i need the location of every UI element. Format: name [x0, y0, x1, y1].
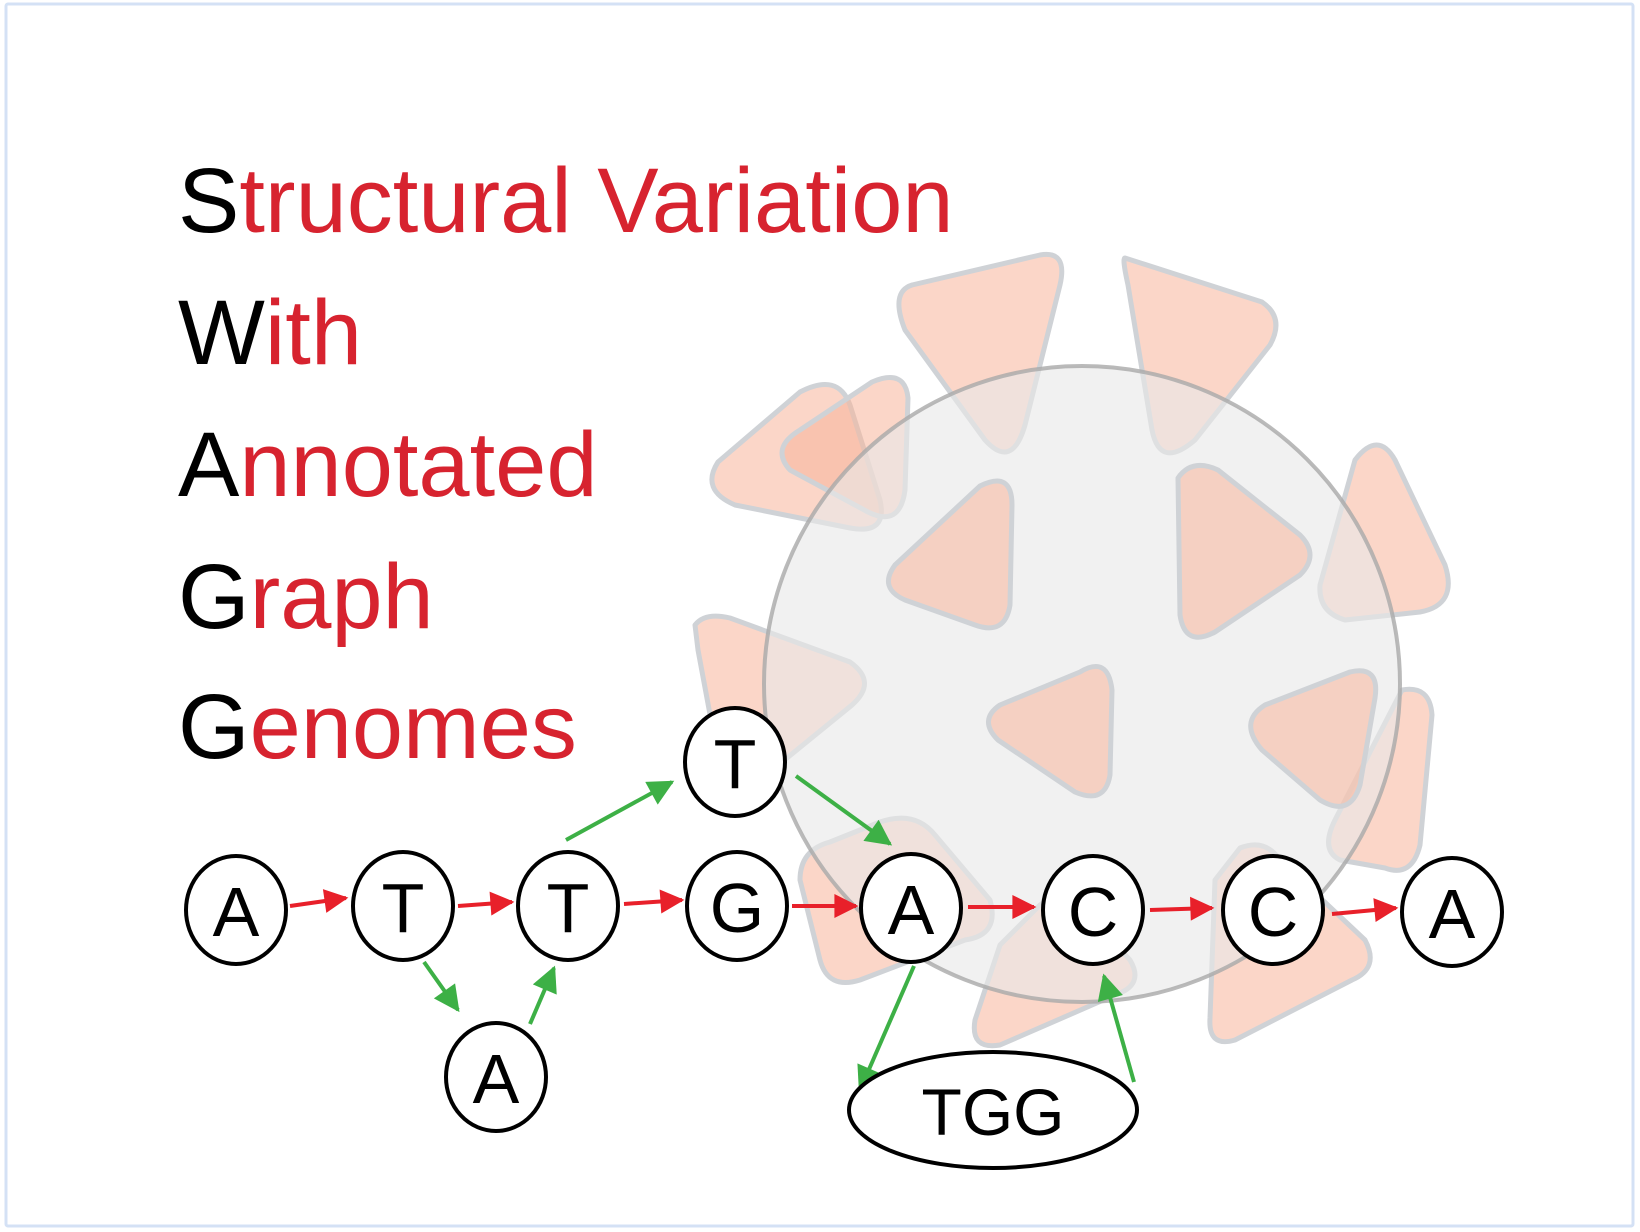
insertion-node: A — [446, 1023, 546, 1131]
graph-node: G — [687, 852, 787, 960]
svg-text:A: A — [473, 1040, 520, 1118]
title-line: Graph — [178, 546, 434, 648]
svg-text:A: A — [888, 871, 935, 949]
svg-text:C: C — [1248, 873, 1299, 951]
svg-text:C: C — [1068, 873, 1119, 951]
svg-text:T: T — [382, 869, 425, 947]
title-line: Structural Variation — [178, 150, 954, 252]
graph-node: A — [861, 854, 961, 962]
graph-node: C — [1223, 856, 1323, 964]
graph-node: A — [1402, 858, 1502, 966]
svg-text:T: T — [547, 869, 590, 947]
title-line: With — [178, 282, 362, 384]
insertion-node: T — [685, 708, 785, 816]
graph-node: A — [186, 856, 286, 964]
graph-node: T — [353, 852, 453, 960]
insertion-node: TGG — [849, 1052, 1137, 1168]
svg-text:TGG: TGG — [922, 1075, 1065, 1149]
svg-text:G: G — [710, 869, 764, 947]
graph-node: T — [518, 852, 618, 960]
svg-text:A: A — [213, 873, 260, 951]
graph-node: C — [1043, 856, 1143, 964]
svg-text:A: A — [1429, 875, 1476, 953]
svg-text:T: T — [714, 725, 757, 803]
title-line: Annotated — [178, 414, 598, 516]
reference-edge — [1150, 908, 1212, 910]
title-line: Genomes — [178, 676, 577, 778]
